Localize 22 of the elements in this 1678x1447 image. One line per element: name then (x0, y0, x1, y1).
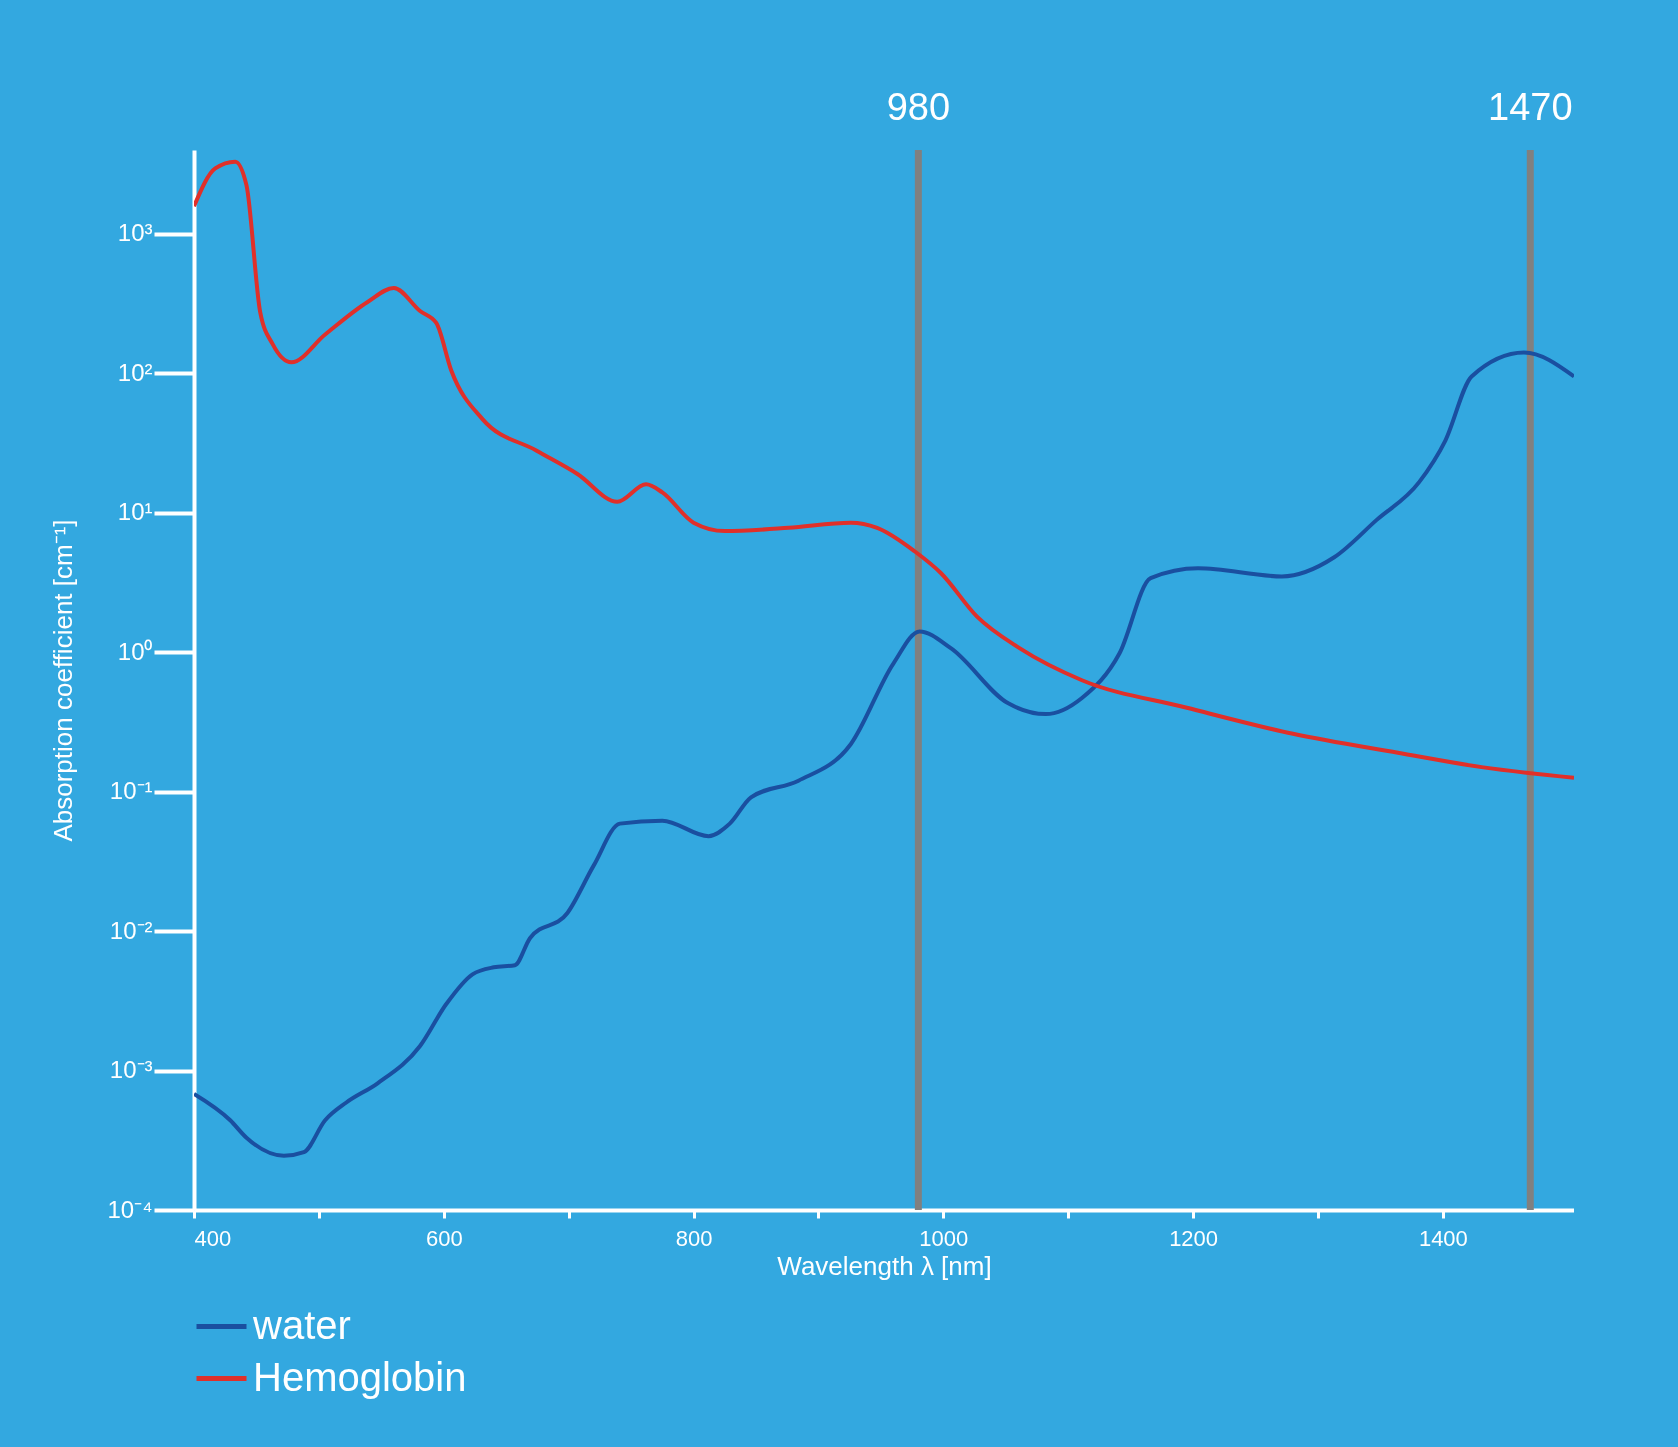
y-tick-label: 10² (117, 358, 153, 386)
legend-label: Hemoglobin (253, 1354, 467, 1399)
x-tick-label: 1000 (919, 1225, 969, 1251)
y-tick-label: 10⁻³ (109, 1056, 153, 1084)
ref-line-label: 980 (886, 86, 951, 128)
x-tick-label: 600 (425, 1225, 463, 1251)
y-tick-label: 10⁻⁴ (107, 1195, 153, 1223)
x-tick-label: 1200 (1169, 1225, 1219, 1251)
y-axis-title: Absorption coefficient [cm⁻¹] (48, 519, 79, 842)
y-tick-label: 10⁰ (117, 637, 153, 665)
line-series (194, 350, 1574, 1158)
y-tick-label: 10³ (117, 219, 153, 247)
y-tick-label: 10⁻² (109, 916, 153, 944)
line-series (194, 159, 1574, 780)
x-tick-label: 800 (675, 1225, 713, 1251)
y-tick-label: 10¹ (117, 498, 153, 526)
x-axis-title: Wavelength λ [nm] (777, 1250, 992, 1281)
y-tick-label: 10⁻¹ (109, 777, 153, 805)
legend-label: water (252, 1302, 351, 1347)
ref-line-label: 1470 (1488, 86, 1573, 128)
x-tick-label: 400 (194, 1225, 232, 1251)
x-tick-label: 1400 (1418, 1225, 1468, 1251)
